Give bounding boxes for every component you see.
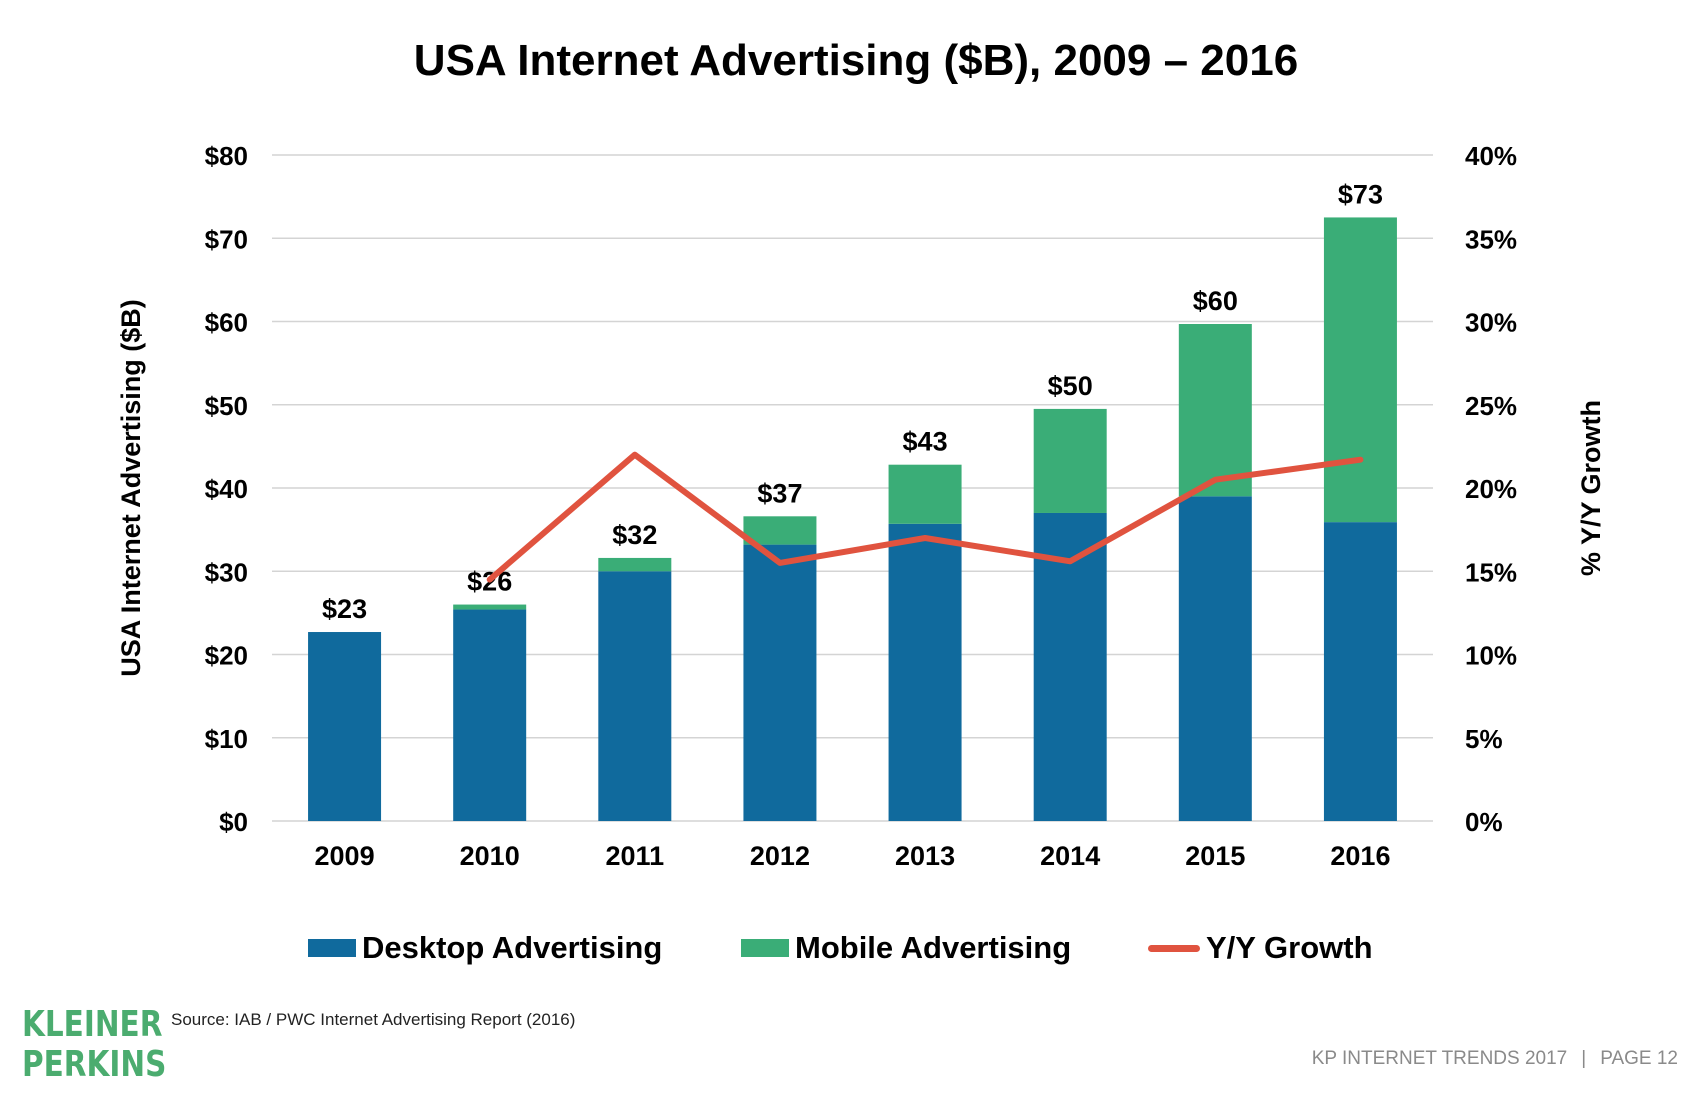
y-tick-label: $40 <box>205 474 248 504</box>
bar-total-label: $43 <box>903 427 948 457</box>
kleiner-perkins-logo: KLEINER PERKINS <box>22 1005 166 1085</box>
bar-mobile <box>598 557 672 572</box>
bar-total-label: $32 <box>612 520 657 550</box>
bar-desktop <box>453 609 527 821</box>
x-tick-label: 2015 <box>1185 841 1245 871</box>
legend-desktop-label: Desktop Advertising <box>362 930 663 965</box>
bar-total-label: $23 <box>322 594 367 624</box>
footer-separator: | <box>1581 1048 1587 1069</box>
bar-mobile <box>1178 323 1252 497</box>
bar-mobile <box>1033 408 1107 513</box>
legend: Desktop Advertising <box>308 928 662 968</box>
legend-desktop-swatch <box>308 939 356 957</box>
y-tick-label: $60 <box>205 308 248 338</box>
legend-mobile-swatch <box>741 939 789 957</box>
bar-total-label: $60 <box>1193 286 1238 316</box>
bar-desktop <box>743 544 817 821</box>
footer-report-name: KP INTERNET TRENDS 2017 <box>1311 1048 1568 1069</box>
y2-tick-label: 10% <box>1465 641 1517 671</box>
legend: Mobile Advertising <box>741 928 1071 968</box>
bar-desktop <box>1323 522 1397 821</box>
chart-title: USA Internet Advertising ($B), 2009 – 20… <box>413 36 1299 85</box>
y2-tick-label: 15% <box>1465 557 1517 587</box>
bar-desktop <box>598 571 672 821</box>
y2-tick-label: 30% <box>1465 308 1517 338</box>
bar-mobile <box>743 516 817 545</box>
footer: KP INTERNET TRENDS 2017 | PAGE 12 <box>1312 1048 1678 1070</box>
y2-tick-label: 40% <box>1465 141 1517 171</box>
x-tick-label: 2009 <box>315 841 375 871</box>
y-tick-label: $10 <box>205 724 248 754</box>
x-tick-label: 2013 <box>895 841 955 871</box>
x-tick-label: 2014 <box>1040 841 1100 871</box>
bar-desktop <box>308 632 382 821</box>
bar-desktop <box>1033 512 1107 821</box>
y-tick-label: $80 <box>205 141 248 171</box>
y-tick-label: $30 <box>205 557 248 587</box>
x-tick-label: 2010 <box>460 841 520 871</box>
y-tick-label: $0 <box>219 807 248 837</box>
source-note: Source: IAB / PWC Internet Advertising R… <box>171 1010 576 1029</box>
y-tick-label: $50 <box>205 391 248 421</box>
logo-line-2: PERKINS <box>22 1044 167 1085</box>
bar-mobile <box>888 464 962 524</box>
legend-mobile-label: Mobile Advertising <box>795 930 1072 965</box>
bar-desktop <box>888 523 962 821</box>
y2-tick-label: 5% <box>1465 724 1503 754</box>
legend-growth-line <box>1148 944 1200 952</box>
y-tick-label: $20 <box>205 641 248 671</box>
logo-line-1: KLEINER <box>22 1004 163 1045</box>
bar-total-label: $73 <box>1338 179 1383 209</box>
y2-tick-label: 35% <box>1465 224 1517 254</box>
legend: Y/Y Growth <box>1148 928 1373 968</box>
y-tick-label: $70 <box>205 224 248 254</box>
legend-growth-label: Y/Y Growth <box>1206 930 1373 965</box>
y2-tick-label: 0% <box>1465 807 1503 837</box>
y2-tick-label: 20% <box>1465 474 1517 504</box>
bar-mobile <box>1323 217 1397 523</box>
x-tick-label: 2011 <box>606 841 665 871</box>
bar-total-label: $37 <box>757 478 802 508</box>
y-axis-title: USA Internet Advertising ($B) <box>116 299 146 677</box>
footer-page-number: PAGE 12 <box>1600 1048 1678 1069</box>
x-tick-label: 2016 <box>1330 841 1390 871</box>
growth-line <box>486 451 1364 583</box>
chart-area: $0 0% $10 5% $20 10% $30 15% $40 20% $50 25% $60 30% $… <box>116 141 1606 871</box>
bar-mobile <box>453 604 527 610</box>
bar-total-label: $50 <box>1048 371 1093 401</box>
y2-axis-title: % Y/Y Growth <box>1576 400 1606 576</box>
y2-tick-label: 25% <box>1465 391 1517 421</box>
bar-desktop <box>1178 496 1252 821</box>
x-tick-label: 2012 <box>750 841 810 871</box>
